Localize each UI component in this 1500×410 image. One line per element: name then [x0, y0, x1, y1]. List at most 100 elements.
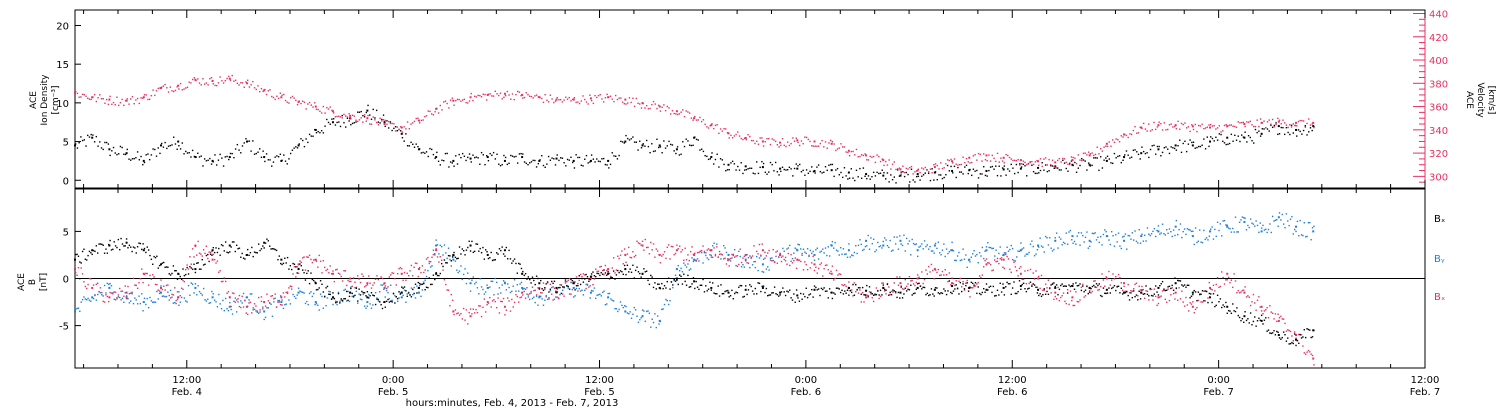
by-sample: [489, 286, 491, 288]
bx-sample: [805, 287, 807, 290]
density-sample: [702, 150, 705, 153]
bz-sample: [1196, 306, 1198, 309]
bx-sample: [1072, 283, 1074, 285]
by-sample: [1116, 241, 1118, 243]
bz-sample: [1109, 284, 1111, 286]
by-sample: [380, 284, 382, 286]
bx-sample: [1289, 342, 1292, 345]
density-sample: [590, 154, 593, 156]
bz-sample: [1146, 290, 1149, 292]
bx-sample: [260, 248, 263, 250]
by-sample: [454, 260, 457, 262]
by-sample: [187, 284, 190, 287]
bx-point: [228, 244, 231, 247]
bz-sample: [806, 268, 809, 271]
by-sample: [945, 248, 948, 250]
bx-sample: [1269, 332, 1271, 334]
bz-sample: [1079, 299, 1081, 301]
velocity-sample: [1141, 127, 1143, 130]
velocity-sample: [1122, 136, 1124, 138]
density-sample: [609, 163, 612, 166]
bz-sample: [447, 289, 450, 291]
bx-sample: [911, 294, 913, 296]
velocity-sample: [1253, 125, 1255, 128]
velocity-point: [503, 92, 506, 95]
bx-sample: [288, 268, 290, 270]
bz-sample: [632, 251, 634, 253]
bz-sample: [257, 296, 260, 299]
velocity-sample: [558, 99, 560, 101]
bz-sample: [311, 261, 314, 264]
bx-sample: [1079, 283, 1081, 285]
bz-sample: [1247, 295, 1249, 297]
density-sample: [1182, 142, 1184, 145]
velocity-sample: [756, 140, 758, 143]
bz-sample: [438, 261, 440, 263]
bz-sample: [834, 277, 836, 280]
bx-sample: [637, 271, 640, 273]
by-sample: [1066, 243, 1069, 245]
bz-sample: [446, 289, 448, 291]
bx-sample: [1181, 284, 1183, 286]
top-right-axis-title: ACE Velocity [km/s]: [1464, 82, 1496, 118]
bz-sample: [1216, 277, 1219, 279]
bz-sample: [918, 276, 920, 278]
bx-sample: [385, 300, 388, 303]
bx-sample: [575, 285, 578, 287]
bx-sample: [240, 256, 242, 258]
by-sample: [692, 260, 695, 263]
by-sample: [746, 253, 748, 256]
bz-sample: [346, 284, 348, 287]
by-sample: [504, 281, 506, 283]
bz-sample: [289, 285, 292, 287]
by-sample: [428, 262, 430, 265]
by-sample: [983, 257, 985, 260]
bx-sample: [176, 278, 179, 280]
bz-sample: [685, 258, 688, 261]
bz-sample: [838, 273, 840, 275]
velocity-sample: [726, 132, 729, 134]
velocity-sample: [255, 88, 257, 91]
bz-sample: [897, 284, 900, 286]
density-sample: [362, 114, 364, 117]
velocity-sample: [334, 116, 337, 118]
bz-sample: [1066, 289, 1069, 291]
velocity-point: [383, 123, 386, 126]
density-point: [366, 109, 369, 112]
bx-sample: [238, 247, 241, 249]
bz-sample: [310, 258, 312, 261]
density-sample: [1087, 162, 1090, 164]
bz-sample: [1095, 286, 1098, 289]
density-sample: [587, 162, 589, 164]
density-sample: [573, 167, 576, 169]
velocity-sample: [577, 101, 579, 103]
bx-point: [486, 253, 489, 256]
velocity-sample: [663, 104, 665, 106]
bx-sample: [804, 295, 806, 298]
by-sample: [1126, 248, 1128, 250]
bz-sample: [614, 272, 616, 274]
by-sample: [97, 293, 99, 296]
bz-sample: [1225, 279, 1227, 281]
density-sample: [382, 114, 385, 116]
bottom-left-tick-label: 5: [63, 227, 69, 238]
bz-point: [74, 268, 76, 271]
density-sample: [142, 163, 144, 166]
bz-sample: [812, 255, 814, 258]
velocity-sample: [817, 145, 820, 147]
bz-sample: [259, 309, 261, 311]
by-point: [761, 263, 764, 266]
by-sample: [877, 241, 879, 244]
bz-sample: [383, 283, 385, 285]
bottom-left-axis-title-line-2: B: [28, 279, 38, 285]
by-sample: [80, 301, 82, 303]
velocity-sample: [88, 98, 91, 100]
by-sample: [1053, 248, 1055, 251]
by-sample: [1267, 228, 1270, 231]
by-sample: [216, 306, 219, 308]
density-sample: [303, 145, 306, 148]
bz-sample: [1142, 288, 1145, 291]
by-sample: [1208, 235, 1211, 237]
density-point: [710, 156, 713, 159]
by-sample: [394, 294, 396, 297]
